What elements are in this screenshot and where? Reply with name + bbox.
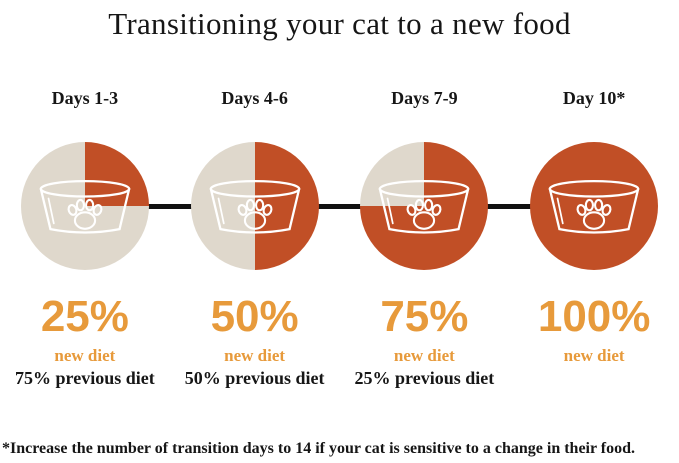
transition-timeline: Days 1-3 25% new diet 75% previous diet bbox=[0, 88, 679, 388]
stage-percent: 100% bbox=[537, 292, 651, 341]
footnote: *Increase the number of transition days … bbox=[2, 440, 636, 457]
stage-percent: 25% bbox=[40, 292, 129, 341]
stage-label: Days 7-9 bbox=[391, 88, 458, 108]
paw-print-icon bbox=[406, 198, 442, 230]
stage-pie bbox=[530, 142, 659, 270]
paw-print-icon bbox=[576, 198, 612, 230]
paw-print-icon bbox=[67, 198, 103, 230]
stage-previous-diet-label: 75% previous diet bbox=[15, 368, 155, 388]
cat-bowl-icon bbox=[548, 180, 640, 234]
stage-pie bbox=[20, 142, 149, 270]
stage-percent: 75% bbox=[380, 292, 469, 341]
cat-bowl-icon bbox=[379, 180, 470, 234]
stage-new-diet-label: new diet bbox=[224, 346, 286, 365]
stage-new-diet-label: new diet bbox=[393, 346, 455, 365]
stage-new-diet-label: new diet bbox=[54, 346, 116, 365]
stage-day-10: Day 10* 100% new diet bbox=[509, 88, 679, 388]
stage-percent: 50% bbox=[210, 292, 299, 341]
stage-days-7-9: Days 7-9 75% new diet 25% previous diet bbox=[340, 88, 510, 388]
cat-bowl-icon bbox=[209, 180, 300, 234]
cat-bowl-icon bbox=[39, 180, 131, 234]
stage-previous-diet-label: 25% previous diet bbox=[354, 368, 495, 388]
stage-label: Day 10* bbox=[562, 88, 626, 108]
stage-label: Days 1-3 bbox=[51, 88, 119, 108]
page-title: Transitioning your cat to a new food bbox=[108, 6, 571, 41]
stage-pie bbox=[190, 142, 319, 270]
stage-previous-diet-label: 50% previous diet bbox=[184, 368, 325, 388]
stage-label: Days 4-6 bbox=[221, 88, 288, 108]
timeline-connector-line bbox=[84, 204, 595, 209]
paw-print-icon bbox=[237, 198, 273, 230]
stage-pie bbox=[360, 142, 489, 270]
stage-days-1-3: Days 1-3 25% new diet 75% previous diet bbox=[0, 88, 170, 388]
stage-days-4-6: Days 4-6 50% new diet 50% previous diet bbox=[170, 88, 340, 388]
stage-new-diet-label: new diet bbox=[563, 346, 625, 365]
